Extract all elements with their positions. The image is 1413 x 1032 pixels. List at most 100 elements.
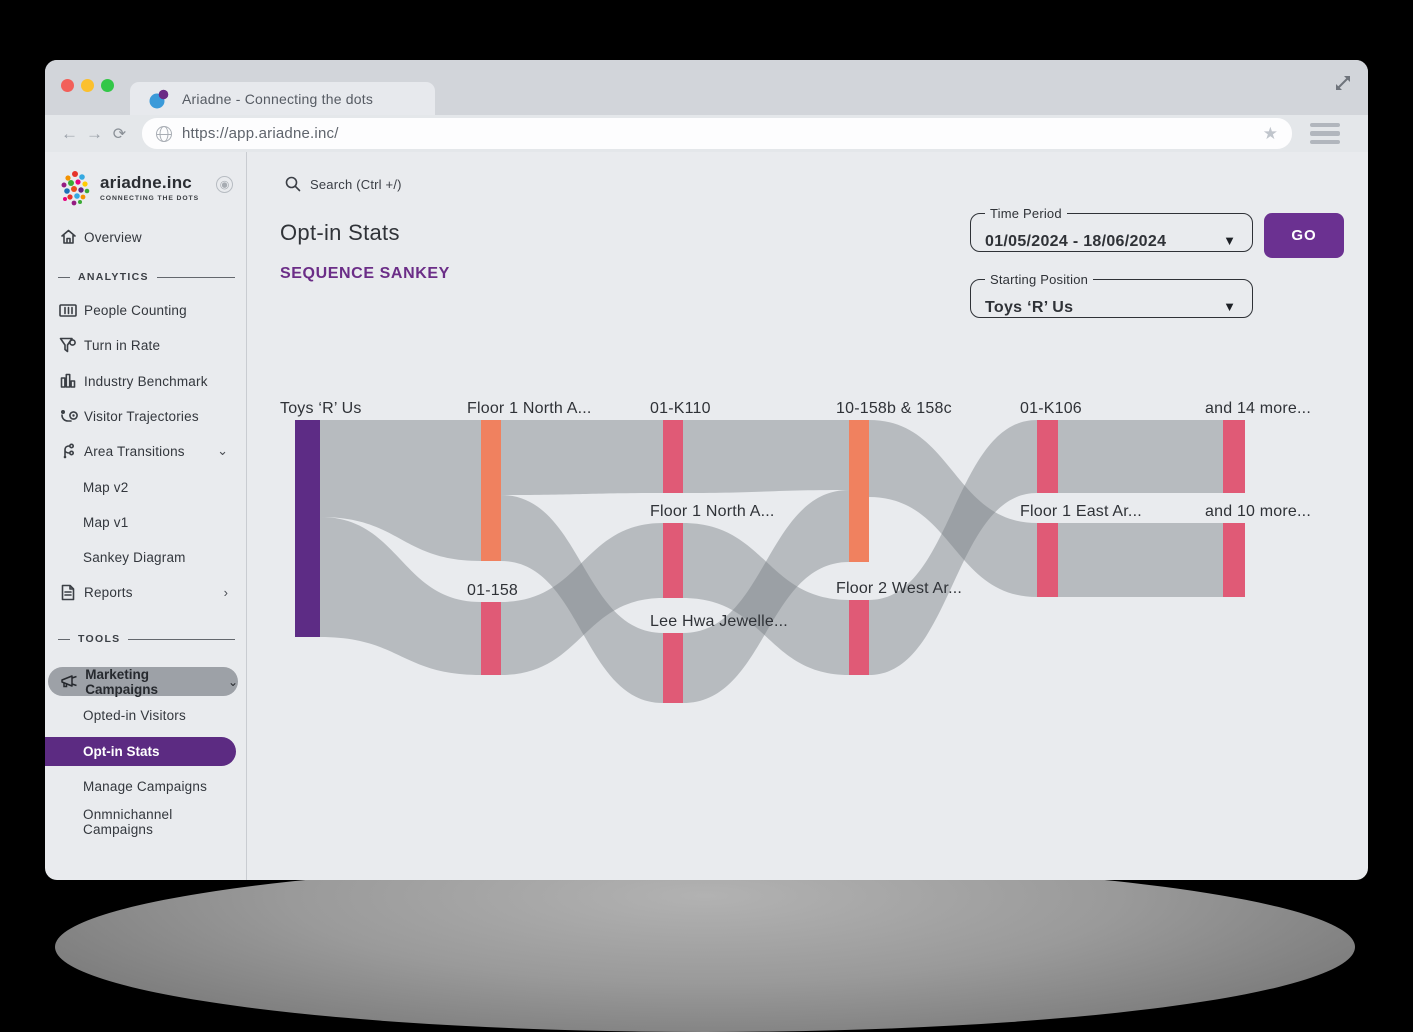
chevron-right-icon[interactable]: › — [223, 584, 228, 600]
sankey-node[interactable] — [1223, 523, 1245, 597]
starting-position-value: Toys ‘R’ Us — [985, 299, 1074, 316]
sankey-link[interactable] — [320, 517, 481, 675]
app-content: ariadne.inc CONNECTING THE DOTS ◉ Overvi… — [45, 152, 1368, 880]
sankey-node[interactable] — [663, 420, 683, 493]
sankey-node[interactable] — [849, 600, 869, 675]
time-period-value: 01/05/2024 - 18/06/2024 — [985, 233, 1167, 250]
sankey-node-label: Floor 2 West Ar... — [836, 580, 962, 597]
document-icon — [58, 584, 78, 601]
sankey-node-label: 01-158 — [467, 582, 518, 599]
sankey-link[interactable] — [1058, 420, 1223, 493]
sankey-node-label: Toys ‘R’ Us — [280, 400, 362, 417]
browser-menu-icon[interactable] — [1310, 119, 1340, 149]
search-placeholder: Search (Ctrl +/) — [310, 176, 402, 192]
sankey-node[interactable] — [481, 602, 501, 675]
sidebar-item-sankey-diagram[interactable]: Sankey Diagram — [83, 549, 186, 565]
sankey-node[interactable] — [663, 523, 683, 598]
section-tools: TOOLS — [45, 633, 235, 645]
megaphone-icon — [60, 674, 79, 689]
back-icon[interactable]: ← — [61, 123, 78, 143]
browser-tab[interactable]: Ariadne - Connecting the dots — [130, 82, 435, 115]
browser-window: Ariadne - Connecting the dots ← → ⟳ http… — [45, 60, 1368, 880]
close-window-button[interactable] — [61, 79, 74, 92]
brand-tagline: CONNECTING THE DOTS — [100, 194, 200, 202]
sidebar: ariadne.inc CONNECTING THE DOTS ◉ Overvi… — [45, 152, 247, 880]
sidebar-item-industry-benchmark[interactable]: Industry Benchmark — [45, 367, 246, 395]
site-globe-icon — [156, 125, 172, 142]
forward-icon[interactable]: → — [86, 123, 103, 143]
sankey-node[interactable] — [481, 420, 501, 561]
home-icon — [58, 229, 78, 245]
branch-icon — [58, 443, 78, 459]
chevron-down-icon[interactable]: ⌄ — [217, 443, 228, 458]
sidebar-item-opt-in-stats[interactable]: Opt-in Stats — [45, 737, 236, 766]
sidebar-item-overview[interactable]: Overview — [45, 223, 246, 251]
sankey-link[interactable] — [320, 420, 481, 561]
sankey-node-label: 01-K106 — [1020, 400, 1082, 417]
tab-title: Ariadne - Connecting the dots — [182, 90, 374, 107]
browser-toolbar: ← → ⟳ https://app.ariadne.inc/ ★ — [45, 115, 1368, 152]
sankey-node[interactable] — [663, 633, 683, 703]
zoom-window-button[interactable] — [101, 79, 114, 92]
brand-logo: ariadne.inc CONNECTING THE DOTS — [57, 166, 199, 208]
sankey-link[interactable] — [683, 420, 849, 493]
url-text[interactable]: https://app.ariadne.inc/ — [182, 125, 339, 142]
sidebar-item-manage-campaigns[interactable]: Manage Campaigns — [83, 778, 208, 794]
sankey-link[interactable] — [869, 420, 1037, 675]
sankey-node[interactable] — [1037, 523, 1058, 597]
sankey-node[interactable] — [295, 420, 320, 637]
sidebar-item-marketing-campaigns[interactable]: Marketing Campaigns ⌄ — [48, 667, 238, 697]
sidebar-item-turn-in-rate[interactable]: Turn in Rate — [45, 331, 246, 359]
address-bar[interactable]: https://app.ariadne.inc/ ★ — [142, 118, 1292, 149]
sankey-node-label: and 14 more... — [1205, 400, 1311, 417]
sidebar-item-area-transitions[interactable]: Area Transitions ⌄ — [45, 437, 246, 465]
page-title: Opt-in Stats — [280, 220, 400, 245]
favicon — [149, 89, 169, 108]
bar-chart-icon — [58, 373, 78, 389]
sidebar-item-omnichannel-campaigns[interactable]: Onmnichannel Campaigns — [83, 807, 173, 837]
funnel-icon — [58, 337, 78, 353]
time-period-label: Time Period — [990, 206, 1062, 221]
chevron-down-icon: ⌄ — [227, 674, 238, 689]
starting-position-label: Starting Position — [990, 272, 1089, 287]
sankey-node-label: Floor 1 East Ar... — [1020, 503, 1142, 520]
sankey-link[interactable] — [869, 420, 1037, 597]
browser-titlebar: Ariadne - Connecting the dots — [45, 60, 1368, 115]
go-button[interactable]: GO — [1264, 213, 1344, 258]
sankey-node[interactable] — [1037, 420, 1058, 493]
sankey-link[interactable] — [501, 495, 663, 703]
sankey-node[interactable] — [849, 420, 869, 562]
minimize-window-button[interactable] — [81, 79, 94, 92]
sidebar-item-opted-in-visitors[interactable]: Opted-in Visitors — [83, 707, 186, 723]
dropdown-caret-icon: ▼ — [1223, 299, 1236, 314]
brand-name: ariadne.inc — [100, 172, 192, 192]
main-panel: Search (Ctrl +/) Opt-in Stats SEQUENCE S… — [247, 152, 1368, 880]
search-input[interactable]: Search (Ctrl +/) — [285, 176, 402, 192]
bookmark-star-icon[interactable]: ★ — [1262, 123, 1278, 143]
starting-position-dropdown[interactable]: Starting Position Toys ‘R’ Us ▼ — [970, 272, 1253, 318]
sankey-link[interactable] — [683, 523, 849, 675]
sankey-link[interactable] — [683, 490, 849, 703]
sidebar-collapse-icon[interactable]: ◉ — [216, 176, 233, 193]
dropdown-caret-icon: ▼ — [1223, 233, 1236, 248]
sankey-node-label: Floor 1 North A... — [650, 503, 775, 520]
sankey-link[interactable] — [1058, 523, 1223, 597]
sidebar-item-visitor-trajectories[interactable]: Visitor Trajectories — [45, 402, 246, 430]
reload-icon[interactable]: ⟳ — [112, 125, 127, 143]
sankey-node[interactable] — [1223, 420, 1245, 493]
sidebar-item-people-counting[interactable]: People Counting — [45, 296, 246, 324]
fullscreen-icon[interactable] — [1332, 72, 1354, 94]
sankey-link[interactable] — [501, 523, 663, 675]
search-icon — [285, 176, 301, 192]
sidebar-item-map-v1[interactable]: Map v1 — [83, 514, 129, 530]
sankey-node-label: Lee Hwa Jewelle... — [650, 613, 788, 630]
dots-cluster-logo-icon — [61, 171, 90, 206]
sidebar-item-map-v2[interactable]: Map v2 — [83, 479, 129, 495]
time-period-dropdown[interactable]: Time Period 01/05/2024 - 18/06/2024 ▼ — [970, 206, 1253, 252]
sidebar-item-reports[interactable]: Reports › — [45, 578, 246, 606]
sankey-link[interactable] — [501, 420, 663, 495]
page-subtitle: SEQUENCE SANKEY — [280, 265, 450, 282]
sankey-node-label: 10-158b & 158c — [836, 400, 952, 417]
sankey-node-label: and 10 more... — [1205, 503, 1311, 520]
counter-icon — [58, 303, 78, 318]
